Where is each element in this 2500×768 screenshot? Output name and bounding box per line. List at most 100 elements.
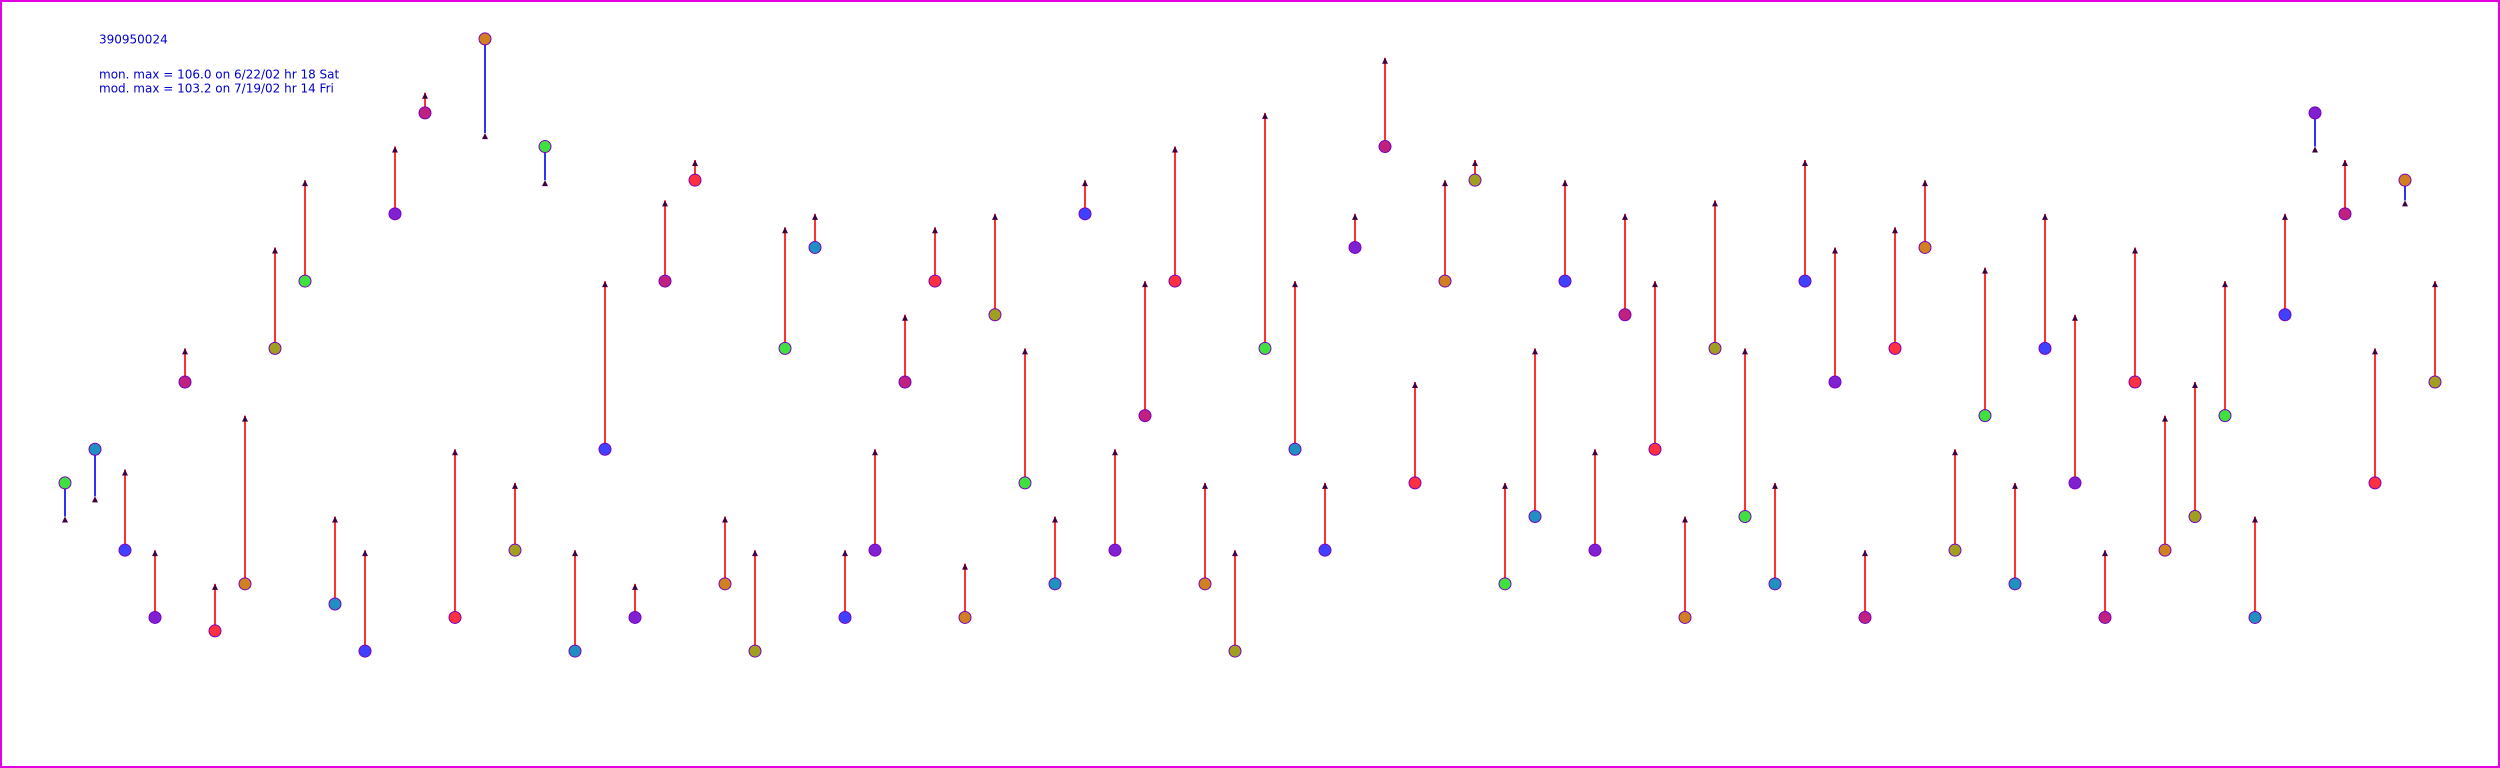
model-tip — [1022, 348, 1028, 355]
monitor-point — [1318, 543, 1332, 557]
model-tip — [1172, 146, 1178, 153]
model-tip — [2042, 213, 2048, 220]
monitor-point — [1498, 577, 1512, 591]
monitor-point — [88, 442, 102, 456]
model-tip — [1982, 267, 1988, 274]
monitor-point — [388, 207, 402, 221]
model-tip — [602, 281, 608, 288]
monitor-point — [1708, 341, 1722, 355]
model-tip — [1472, 160, 1478, 166]
model-tip — [302, 180, 308, 187]
model-tip — [1802, 160, 1808, 166]
model-tip — [1562, 180, 1568, 187]
model-tip — [392, 146, 398, 153]
model-tip — [812, 213, 818, 220]
model-tip — [2282, 213, 2288, 220]
model-tip — [1262, 112, 1268, 119]
model-tip — [242, 415, 248, 422]
model-tip — [1772, 482, 1778, 489]
model-tip — [2432, 281, 2438, 288]
model-tip — [1832, 247, 1838, 254]
model-tip — [752, 550, 758, 557]
monitor-point — [358, 644, 372, 658]
monitor-point — [688, 173, 702, 187]
monitor-point — [1588, 543, 1602, 557]
model-tip — [2162, 415, 2168, 422]
model-tip — [2132, 247, 2138, 254]
model-tip — [1412, 382, 1418, 388]
model-tip — [1052, 516, 1058, 523]
monitor-point — [1828, 375, 1842, 389]
model-tip — [662, 200, 668, 207]
model-tip — [1682, 516, 1688, 523]
model-tip — [2012, 482, 2018, 489]
monitor-point — [2098, 610, 2112, 624]
monitor-point — [298, 274, 312, 288]
monitor-point — [808, 240, 822, 254]
monitor-point — [1108, 543, 1122, 557]
model-tip — [1112, 449, 1118, 456]
monitor-point — [748, 644, 762, 658]
monitor-point — [958, 610, 972, 624]
model-tip — [1862, 550, 1868, 557]
monitor-point — [1858, 610, 1872, 624]
monitor-point — [928, 274, 942, 288]
model-tip — [1652, 281, 1658, 288]
monitor-point — [2278, 308, 2292, 322]
model-tip — [542, 180, 548, 187]
model-tip — [1442, 180, 1448, 187]
model-tip — [572, 550, 578, 557]
monitor-point — [628, 610, 642, 624]
monitor-point — [1138, 409, 1152, 423]
monitor-point — [1018, 476, 1032, 490]
monitor-point — [2158, 543, 2172, 557]
monitor-point — [2308, 106, 2322, 120]
model-tip — [2402, 200, 2408, 207]
monitor-point — [1768, 577, 1782, 591]
monitor-point — [2068, 476, 2082, 490]
monitor-point — [1948, 543, 1962, 557]
model-tip — [272, 247, 278, 254]
monitor-point — [238, 577, 252, 591]
monitor-point — [268, 341, 282, 355]
monitor-point — [2368, 476, 2382, 490]
monitor-point — [2218, 409, 2232, 423]
monitor-point — [1618, 308, 1632, 322]
monitor-point — [2338, 207, 2352, 221]
model-tip — [842, 550, 848, 557]
monitor-point — [1528, 510, 1542, 524]
monitor-point — [2398, 173, 2412, 187]
monitor-point — [1258, 341, 1272, 355]
monitor-point — [2248, 610, 2262, 624]
model-tip — [62, 516, 68, 523]
model-tip — [2072, 314, 2078, 321]
monitor-point — [538, 140, 552, 154]
monitor-point — [1648, 442, 1662, 456]
model-tip — [992, 213, 998, 220]
model-tip — [332, 516, 338, 523]
annotation: mod. max = 103.2 on 7/19/02 hr 14 Fri — [99, 82, 334, 96]
model-tip — [1232, 550, 1238, 557]
model-tip — [872, 449, 878, 456]
model-tip — [2342, 160, 2348, 166]
model-tip — [152, 550, 158, 557]
model-tip — [1952, 449, 1958, 456]
monitor-point — [1198, 577, 1212, 591]
monitor-point — [148, 610, 162, 624]
model-tip — [1502, 482, 1508, 489]
model-tip — [1292, 281, 1298, 288]
model-tip — [1082, 180, 1088, 187]
model-tip — [722, 516, 728, 523]
model-tip — [1202, 482, 1208, 489]
monitor-point — [718, 577, 732, 591]
monitor-point — [868, 543, 882, 557]
model-tip — [482, 133, 488, 140]
monitor-point — [568, 644, 582, 658]
model-tip — [2192, 382, 2198, 388]
monitor-point — [178, 375, 192, 389]
monitor-point — [1378, 140, 1392, 154]
model-tip — [2102, 550, 2108, 557]
model-tip — [2312, 146, 2318, 153]
